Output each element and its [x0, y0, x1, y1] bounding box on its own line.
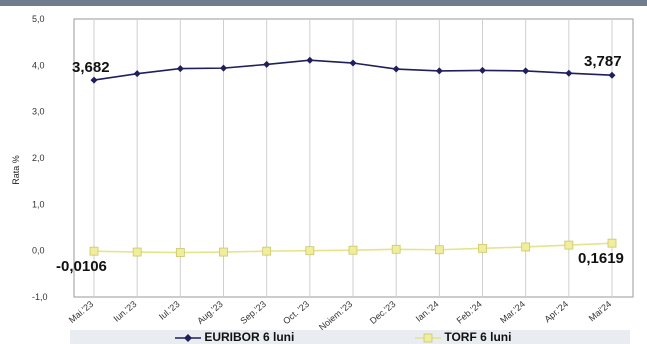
data-point-torf [521, 242, 531, 252]
legend: EURIBOR 6 luni TORF 6 luni [70, 330, 630, 344]
x-axis-tick-labels: Mai.'23 Iun.'23 Iul.'23 Aug.'23 Sep.'23 Oct. … [67, 299, 613, 330]
data-point-torf [132, 247, 142, 257]
data-point-euribor [133, 70, 141, 78]
data-label: 0,1619 [578, 250, 624, 267]
data-label: -0,0106 [56, 258, 107, 275]
data-point-torf [348, 245, 358, 255]
x-tick-label: Iul.'23 [157, 299, 182, 322]
data-point-torf [89, 246, 99, 256]
y-tick-label: -1,0 [32, 292, 48, 302]
y-tick-label: 1,0 [32, 199, 45, 209]
data-point-euribor [608, 71, 616, 79]
top-border-bar [0, 0, 647, 6]
data-point-torf [434, 245, 444, 255]
y-tick-label: 2,0 [32, 153, 45, 163]
data-point-euribor [565, 69, 573, 77]
x-tick-label: Oct. '23 [281, 299, 311, 326]
data-label: 3,787 [584, 53, 622, 70]
data-point-torf [478, 243, 487, 253]
x-tick-label: Mar.'24 [498, 299, 527, 325]
data-point-euribor [435, 67, 443, 75]
data-labels: 3,682 3,787 -0,0106 0,1619 [56, 53, 624, 275]
data-point-euribor [263, 60, 271, 68]
x-tick-label: Noiem.'23 [317, 299, 354, 330]
legend-item-torf: TORF 6 luni [415, 330, 511, 344]
x-tick-label: Mai'24 [587, 299, 614, 324]
legend-torf-label: TORF 6 luni [444, 330, 512, 344]
data-point-torf [564, 240, 574, 250]
data-label: 3,682 [72, 59, 110, 76]
legend-euribor-label: EURIBOR 6 luni [204, 330, 295, 344]
legend-torf-marker-icon [415, 333, 441, 343]
x-tick-label: Sep.'23 [238, 299, 268, 326]
x-tick-label: Feb.'24 [455, 299, 484, 326]
data-point-euribor [522, 67, 530, 75]
y-axis-tick-labels: -1,0 0,0 1,0 2,0 3,0 4,0 5,0 [32, 14, 48, 302]
x-tick-label: Aug.'23 [195, 299, 225, 326]
data-point-torf [305, 246, 315, 256]
y-tick-label: 4,0 [32, 60, 45, 70]
data-point-euribor [220, 64, 227, 72]
legend-euribor-marker-icon [175, 333, 201, 342]
x-tick-label: Iun.'23 [112, 299, 139, 324]
y-tick-label: 0,0 [32, 246, 45, 256]
data-point-torf [219, 247, 228, 257]
data-point-euribor [349, 59, 357, 67]
data-point-torf [262, 246, 272, 256]
x-tick-label: Apr.'24 [542, 299, 570, 324]
x-tick-label: Dec.'23 [368, 299, 398, 326]
y-tick-label: 3,0 [32, 107, 45, 117]
data-point-torf [607, 238, 617, 248]
x-tick-label: Mai.'23 [67, 299, 95, 325]
data-point-torf [175, 248, 185, 257]
line-chart: -1,0 0,0 1,0 2,0 3,0 4,0 5,0 Mai.'23 Iun.'23 Iul… [11, 14, 634, 330]
data-point-euribor [392, 65, 400, 73]
legend-item-euribor: EURIBOR 6 luni [175, 330, 294, 344]
x-tick-label: Ian.'24 [414, 299, 441, 324]
y-axis-label: Rata % [11, 155, 21, 185]
data-point-euribor [90, 76, 98, 84]
data-point-euribor [176, 65, 184, 73]
data-point-euribor [479, 66, 486, 74]
data-point-torf [391, 244, 401, 254]
data-point-euribor [306, 56, 314, 64]
y-tick-label: 5,0 [32, 14, 45, 24]
series-markers [89, 56, 617, 257]
